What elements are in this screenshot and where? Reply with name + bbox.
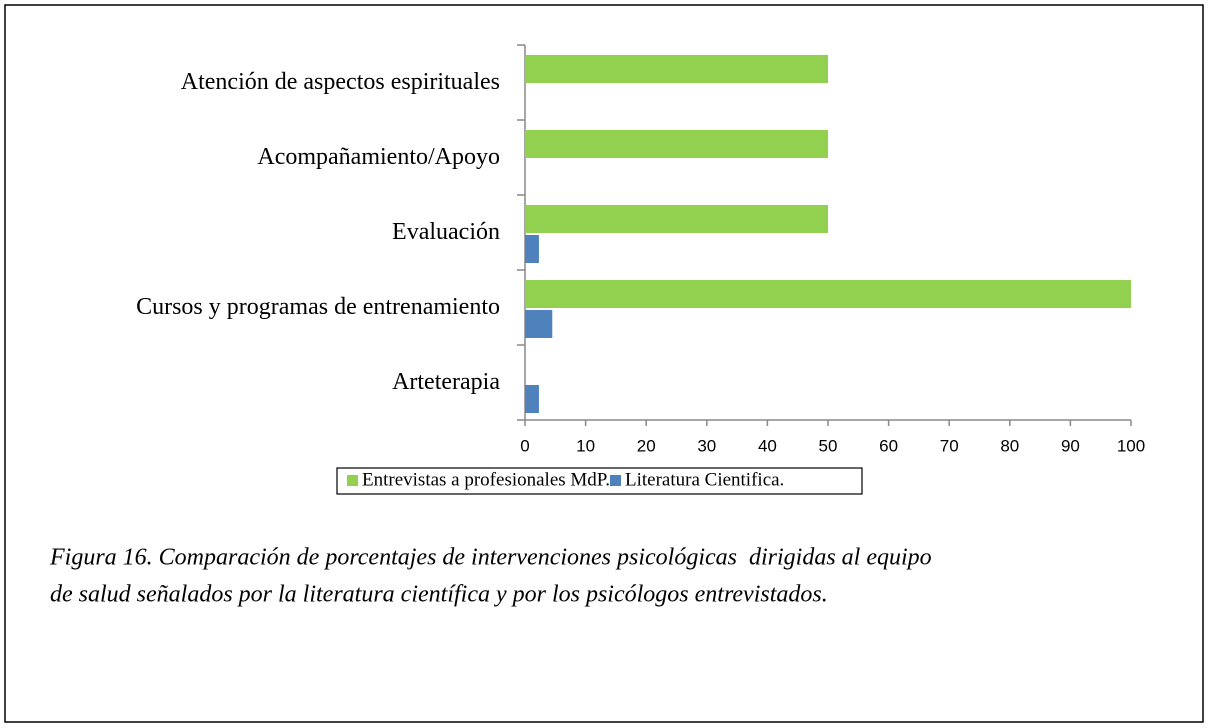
x-tick-label: 20 (637, 436, 656, 455)
bar (525, 385, 539, 413)
category-label: Evaluación (392, 219, 500, 245)
x-tick-label: 70 (940, 436, 959, 455)
legend-box (336, 467, 863, 495)
category-label: Arteterapia (392, 369, 500, 395)
bar (525, 205, 828, 233)
x-tick-label: 80 (1000, 436, 1019, 455)
category-label: Atención de aspectos espirituales (181, 69, 500, 95)
x-tick-label: 10 (576, 436, 595, 455)
x-tick-label: 100 (1117, 436, 1145, 455)
x-tick-label: 90 (1061, 436, 1080, 455)
bar (525, 235, 539, 263)
legend-swatch (610, 475, 621, 486)
caption: Figura 16. Comparación de porcentajes de… (49, 545, 932, 571)
category-label: Acompañamiento/Apoyo (257, 144, 500, 170)
x-tick-label: 30 (697, 436, 716, 455)
bar (525, 55, 828, 83)
x-tick-label: 0 (520, 436, 529, 455)
bar (525, 310, 553, 338)
x-tick-label: 50 (819, 436, 838, 455)
x-tick-label: 60 (879, 436, 898, 455)
legend-label: Entrevistas a profesionales MdP. (362, 469, 610, 490)
frame (4, 4, 1204, 723)
bar (525, 280, 1131, 308)
x-tick-label: 40 (758, 436, 777, 455)
bar (525, 130, 828, 158)
caption: de salud señalados por la literatura cie… (50, 582, 828, 608)
category-label: Cursos y programas de entrenamiento (136, 294, 500, 320)
legend-swatch (347, 475, 358, 486)
legend-label: Literatura Cientifica. (625, 469, 784, 490)
